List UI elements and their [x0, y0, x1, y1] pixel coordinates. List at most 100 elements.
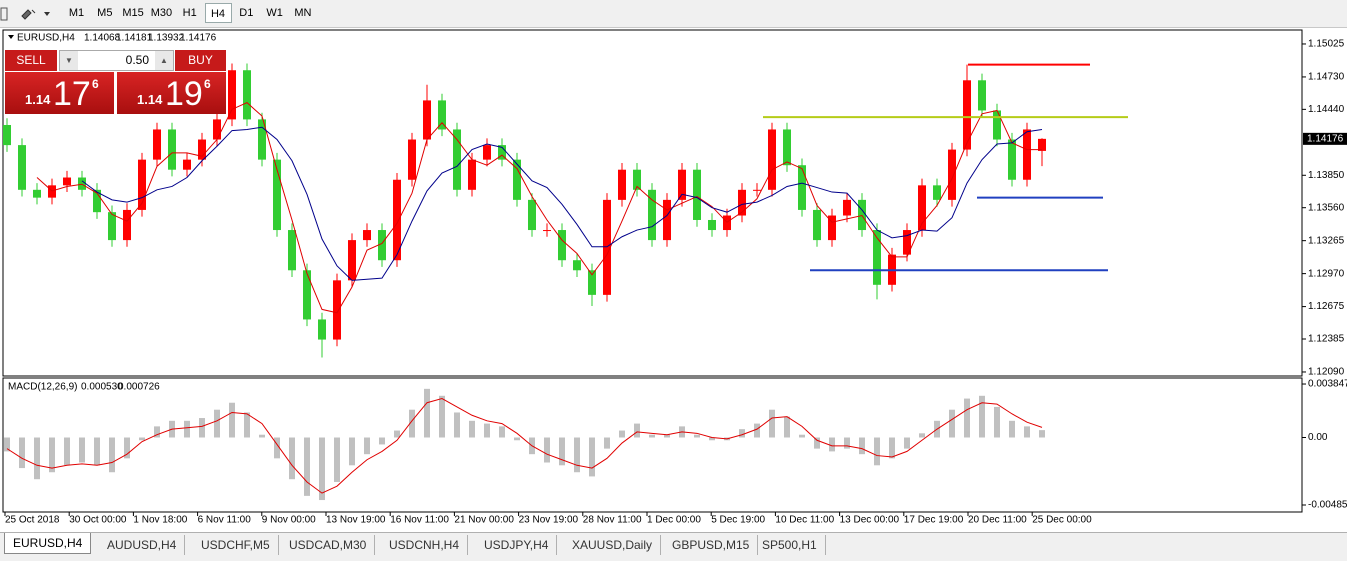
chart-tab[interactable]: EURUSD,H4	[4, 533, 92, 554]
macd-bar	[919, 433, 925, 438]
macd-bar	[94, 437, 100, 466]
macd-bar	[499, 426, 505, 438]
x-tick-label: 17 Dec 19:00	[904, 515, 964, 526]
x-tick-label: 16 Nov 11:00	[390, 515, 449, 526]
macd-bar	[49, 437, 55, 473]
chart-tab[interactable]: SP500,H1	[754, 535, 826, 555]
sell-button[interactable]: SELL	[5, 50, 57, 71]
macd-bar	[304, 437, 310, 496]
chart-tab[interactable]: GBPUSD,M15	[664, 535, 759, 555]
candle-body	[228, 70, 236, 120]
candle-body	[618, 169, 626, 200]
candle-body	[783, 129, 791, 166]
candle-body	[453, 129, 461, 190]
lot-value[interactable]: 0.50	[125, 53, 149, 67]
candle-body	[108, 212, 116, 241]
macd-y-tick-label: 0.003847	[1308, 379, 1347, 390]
chart-tab[interactable]: USDJPY,H4	[476, 535, 558, 555]
y-tick-label: 1.12090	[1308, 367, 1345, 378]
macd-bar	[874, 437, 880, 466]
macd-pane	[2, 377, 1303, 513]
x-tick-label: 25 Dec 00:00	[1032, 515, 1092, 526]
symbol-arrow	[8, 35, 14, 39]
macd-bar	[754, 423, 760, 438]
buy-button[interactable]: BUY	[175, 50, 226, 71]
y-tick-label: 1.14730	[1308, 72, 1345, 83]
candle-body	[693, 169, 701, 220]
macd-readout: 0.000530	[81, 382, 123, 393]
macd-bar	[454, 412, 460, 438]
bid-price[interactable]: 1.14 17 6	[5, 72, 114, 114]
x-tick-label: 21 Nov 00:00	[454, 515, 514, 526]
timeframe-button[interactable]: H4	[204, 3, 232, 23]
ask-price[interactable]: 1.14 19 6	[117, 72, 226, 114]
lot-up[interactable]: ▲	[155, 51, 173, 70]
one-click-trading: SELL ▼ 0.50 ▲ BUY 1.14 17 6 1.14 19 6	[5, 50, 226, 114]
bid-pips: 17	[53, 75, 91, 113]
macd-bar	[544, 437, 550, 463]
candle-body	[588, 270, 596, 295]
candle-body	[363, 230, 371, 241]
timeframe-button[interactable]: M15	[122, 7, 144, 19]
macd-bar	[424, 388, 430, 438]
candle-body	[678, 169, 686, 200]
signal-readout: 0.000726	[118, 382, 160, 393]
macd-bar	[859, 437, 865, 455]
x-tick-label: 20 Dec 11:00	[968, 515, 1027, 526]
y-tick-label: 1.15025	[1308, 39, 1345, 50]
candle-body	[993, 110, 1001, 140]
chart-tab[interactable]: USDCHF,M5	[193, 535, 279, 555]
macd-bar	[469, 420, 475, 438]
x-tick-label: 25 Oct 2018	[5, 515, 60, 526]
ask-point: 6	[204, 77, 211, 91]
candle-body	[633, 169, 641, 190]
timeframe-button[interactable]: M5	[97, 7, 113, 19]
timeframe-button[interactable]: MN	[294, 7, 312, 19]
chart-tab[interactable]: USDCAD,M30	[281, 535, 376, 555]
chart-tab[interactable]: AUDUSD,H4	[99, 535, 186, 555]
candle-body	[63, 177, 71, 186]
timeframe-button[interactable]: W1	[266, 7, 283, 19]
candle-body	[738, 189, 746, 216]
y-tick-label: 1.12385	[1308, 334, 1345, 345]
chart-tab[interactable]: USDCNH,H4	[381, 535, 469, 555]
macd-bar	[364, 437, 370, 455]
x-tick-label: 10 Dec 11:00	[775, 515, 834, 526]
bid-point: 6	[92, 77, 99, 91]
macd-bar	[439, 395, 445, 438]
timeframe-button[interactable]: H1	[182, 7, 197, 19]
icon[interactable]	[0, 7, 8, 21]
candle-body	[243, 70, 251, 120]
moving-average	[81, 126, 1043, 281]
macd-bar	[79, 437, 85, 463]
symbol: EURUSD,H4	[17, 33, 75, 44]
macd-bar	[964, 398, 970, 438]
candle-body	[663, 199, 671, 241]
candle-body	[828, 215, 836, 241]
macd-bar	[889, 437, 895, 459]
chart-tab[interactable]: XAUUSD,Daily	[564, 535, 662, 555]
macd-bar	[214, 409, 220, 438]
candle-body	[498, 145, 506, 160]
timeframe-button[interactable]: D1	[239, 7, 254, 19]
candle-body	[93, 189, 101, 213]
candle-body	[573, 260, 581, 271]
candle-body	[558, 230, 566, 261]
timeframe-button[interactable]: M1	[68, 7, 85, 19]
candle-body	[3, 124, 11, 146]
candle-body	[438, 100, 446, 130]
candle-body	[303, 270, 311, 320]
timeframe-button[interactable]: M30	[150, 7, 173, 19]
icon[interactable]	[44, 12, 50, 16]
macd-bar	[34, 437, 40, 480]
icon[interactable]	[21, 9, 36, 20]
macd-signal	[6, 398, 1043, 494]
x-tick-label: 9 Nov 00:00	[262, 515, 316, 526]
y-tick-label: 1.12970	[1308, 268, 1345, 279]
y-tick-label: 1.13850	[1308, 170, 1345, 181]
candle-body	[318, 319, 326, 340]
candle-body	[78, 177, 86, 190]
lot-down[interactable]: ▼	[60, 51, 78, 70]
macd-bar	[769, 409, 775, 438]
lot-box[interactable]: ▼ 0.50 ▲	[59, 50, 174, 71]
